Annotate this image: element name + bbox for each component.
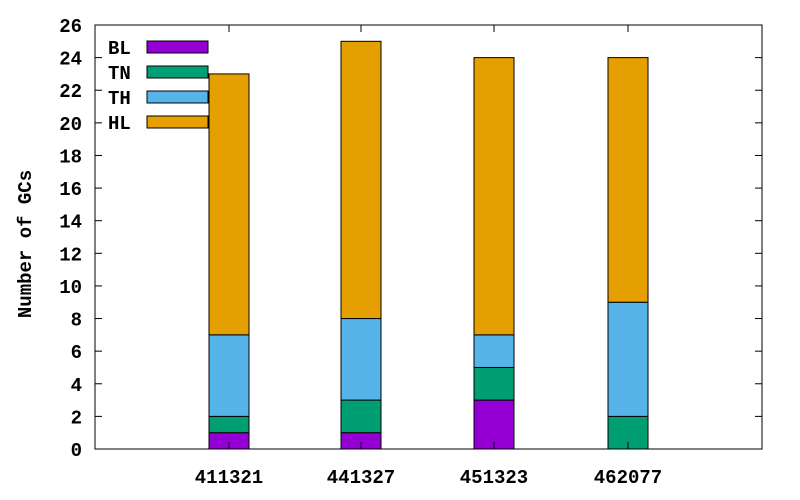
legend-label-tn: TN bbox=[108, 63, 131, 85]
y-tick-label: 20 bbox=[59, 114, 82, 136]
legend-swatch-bl bbox=[146, 40, 209, 54]
y-tick-label: 24 bbox=[59, 49, 82, 71]
bar-bl-451323 bbox=[473, 399, 515, 450]
y-tick-label: 14 bbox=[59, 212, 82, 234]
y-tick-label: 16 bbox=[59, 179, 82, 201]
legend-label-hl: HL bbox=[108, 113, 131, 135]
bar-hl-462077 bbox=[607, 57, 649, 303]
x-category-label: 462077 bbox=[594, 467, 662, 489]
bar-tn-451323 bbox=[473, 366, 515, 401]
legend-swatch-tn bbox=[146, 65, 209, 79]
y-tick-label: 0 bbox=[71, 440, 82, 462]
y-tick-label: 10 bbox=[59, 277, 82, 299]
bar-th-441327 bbox=[340, 318, 382, 401]
bar-tn-411321 bbox=[208, 415, 250, 434]
x-category-label: 411321 bbox=[195, 467, 263, 489]
y-tick-label: 8 bbox=[71, 310, 82, 332]
bar-th-451323 bbox=[473, 334, 515, 368]
bars-group bbox=[208, 40, 649, 450]
y-tick-label: 12 bbox=[59, 244, 82, 266]
y-tick-label: 2 bbox=[71, 407, 82, 429]
y-tick-label: 4 bbox=[71, 375, 82, 397]
bar-hl-441327 bbox=[340, 40, 382, 320]
bar-hl-451323 bbox=[473, 57, 515, 336]
legend-swatch-th bbox=[146, 90, 209, 104]
bar-tn-441327 bbox=[340, 399, 382, 434]
x-category-label: 451323 bbox=[460, 467, 528, 489]
x-category-label: 441327 bbox=[327, 467, 395, 489]
y-tick-label: 18 bbox=[59, 146, 82, 168]
y-tick-label: 6 bbox=[71, 342, 82, 364]
bar-th-411321 bbox=[208, 334, 250, 417]
y-axis-title: Number of GCs bbox=[15, 170, 37, 318]
legend: BL TN TH HL bbox=[108, 38, 209, 135]
legend-swatch-hl bbox=[146, 115, 209, 129]
bar-hl-411321 bbox=[208, 73, 250, 336]
y-tick-label: 26 bbox=[59, 16, 82, 38]
legend-label-bl: BL bbox=[108, 38, 131, 60]
plot-frame bbox=[94, 24, 763, 450]
bar-th-462077 bbox=[607, 301, 649, 417]
x-axis: 411321 441327 451323 462077 bbox=[195, 25, 662, 489]
legend-label-th: TH bbox=[108, 88, 131, 110]
y-tick-label: 22 bbox=[59, 81, 82, 103]
